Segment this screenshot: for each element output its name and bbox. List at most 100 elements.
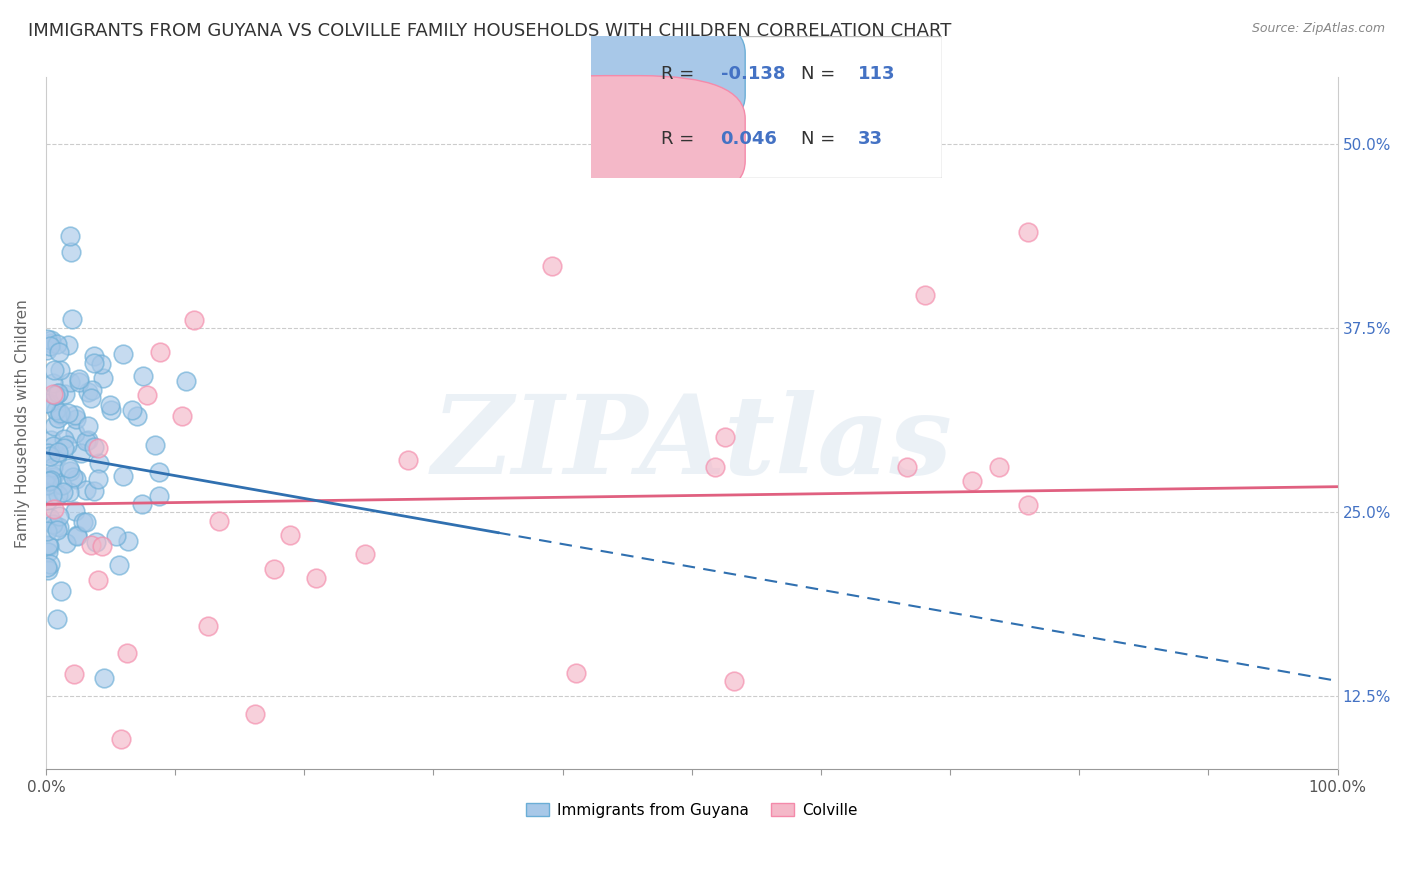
Point <box>72 515 94 529</box>
Point <box>243 707 266 722</box>
Point <box>44 387 66 401</box>
Point <box>75 516 97 530</box>
Point <box>565 666 588 681</box>
Point <box>174 374 197 388</box>
Point <box>65 412 87 426</box>
Point <box>91 371 114 385</box>
Point <box>44 362 66 376</box>
Point <box>172 409 194 423</box>
Point <box>41 470 63 484</box>
Point <box>39 558 62 572</box>
Point <box>53 432 76 446</box>
Point <box>100 402 122 417</box>
Point <box>263 562 285 576</box>
Point <box>183 313 205 327</box>
Point <box>42 386 65 401</box>
Point <box>52 485 75 500</box>
Point <box>49 406 72 420</box>
Point <box>62 470 84 484</box>
Point <box>41 376 63 391</box>
Point <box>48 520 70 534</box>
Text: R =: R = <box>661 64 700 82</box>
FancyBboxPatch shape <box>499 76 745 204</box>
Point <box>49 408 72 422</box>
Point <box>46 411 69 425</box>
Point <box>39 511 62 525</box>
Point <box>148 465 170 479</box>
Point <box>117 534 139 549</box>
Point <box>42 502 65 516</box>
Point <box>55 437 77 451</box>
Point <box>110 732 132 747</box>
Point <box>37 477 59 491</box>
Point <box>65 472 87 486</box>
Point <box>304 571 326 585</box>
Point <box>107 558 129 572</box>
Point <box>65 527 87 541</box>
Point <box>41 479 63 493</box>
Point <box>714 429 737 443</box>
Point <box>90 540 112 554</box>
Point <box>60 312 83 326</box>
Point <box>1017 498 1039 512</box>
Point <box>46 450 69 464</box>
Point <box>45 518 67 533</box>
Point <box>37 538 59 552</box>
Point <box>56 406 79 420</box>
Point <box>46 488 69 502</box>
Point <box>38 474 60 488</box>
Legend: Immigrants from Guyana, Colville: Immigrants from Guyana, Colville <box>520 797 863 824</box>
Point <box>35 524 58 538</box>
Point <box>46 611 69 625</box>
Point <box>59 228 82 243</box>
Point <box>111 469 134 483</box>
Point <box>45 402 67 417</box>
Point <box>125 409 148 424</box>
Text: R =: R = <box>661 130 700 148</box>
Point <box>914 288 936 302</box>
Point <box>143 437 166 451</box>
Point <box>49 583 72 598</box>
Point <box>83 440 105 454</box>
Point <box>197 619 219 633</box>
Point <box>49 363 72 377</box>
Point <box>131 497 153 511</box>
Point <box>278 528 301 542</box>
Point <box>93 671 115 685</box>
Point <box>896 459 918 474</box>
Point <box>60 244 83 259</box>
Text: 0.046: 0.046 <box>720 130 778 148</box>
Point <box>75 483 97 497</box>
Point <box>396 453 419 467</box>
Text: IMMIGRANTS FROM GUYANA VS COLVILLE FAMILY HOUSEHOLDS WITH CHILDREN CORRELATION C: IMMIGRANTS FROM GUYANA VS COLVILLE FAMIL… <box>28 22 952 40</box>
Point <box>41 433 63 447</box>
Point <box>65 408 87 422</box>
Point <box>56 337 79 351</box>
Point <box>704 460 727 475</box>
Point <box>67 376 90 390</box>
Point <box>90 357 112 371</box>
Point <box>37 545 59 559</box>
Y-axis label: Family Households with Children: Family Households with Children <box>15 299 30 548</box>
Point <box>59 376 82 390</box>
Point <box>42 439 65 453</box>
Point <box>63 504 86 518</box>
Point <box>39 473 62 487</box>
Point <box>37 332 59 346</box>
Text: N =: N = <box>801 64 841 82</box>
Point <box>83 356 105 370</box>
FancyBboxPatch shape <box>591 36 942 178</box>
Text: -0.138: -0.138 <box>720 64 785 82</box>
Point <box>77 418 100 433</box>
Point <box>42 419 65 434</box>
Point <box>1017 225 1039 239</box>
Text: 33: 33 <box>858 130 883 148</box>
Point <box>35 343 58 357</box>
Point <box>75 434 97 449</box>
Point <box>82 383 104 397</box>
Point <box>55 536 77 550</box>
Point <box>39 339 62 353</box>
Point <box>38 540 60 554</box>
Point <box>67 372 90 386</box>
Point <box>84 535 107 549</box>
